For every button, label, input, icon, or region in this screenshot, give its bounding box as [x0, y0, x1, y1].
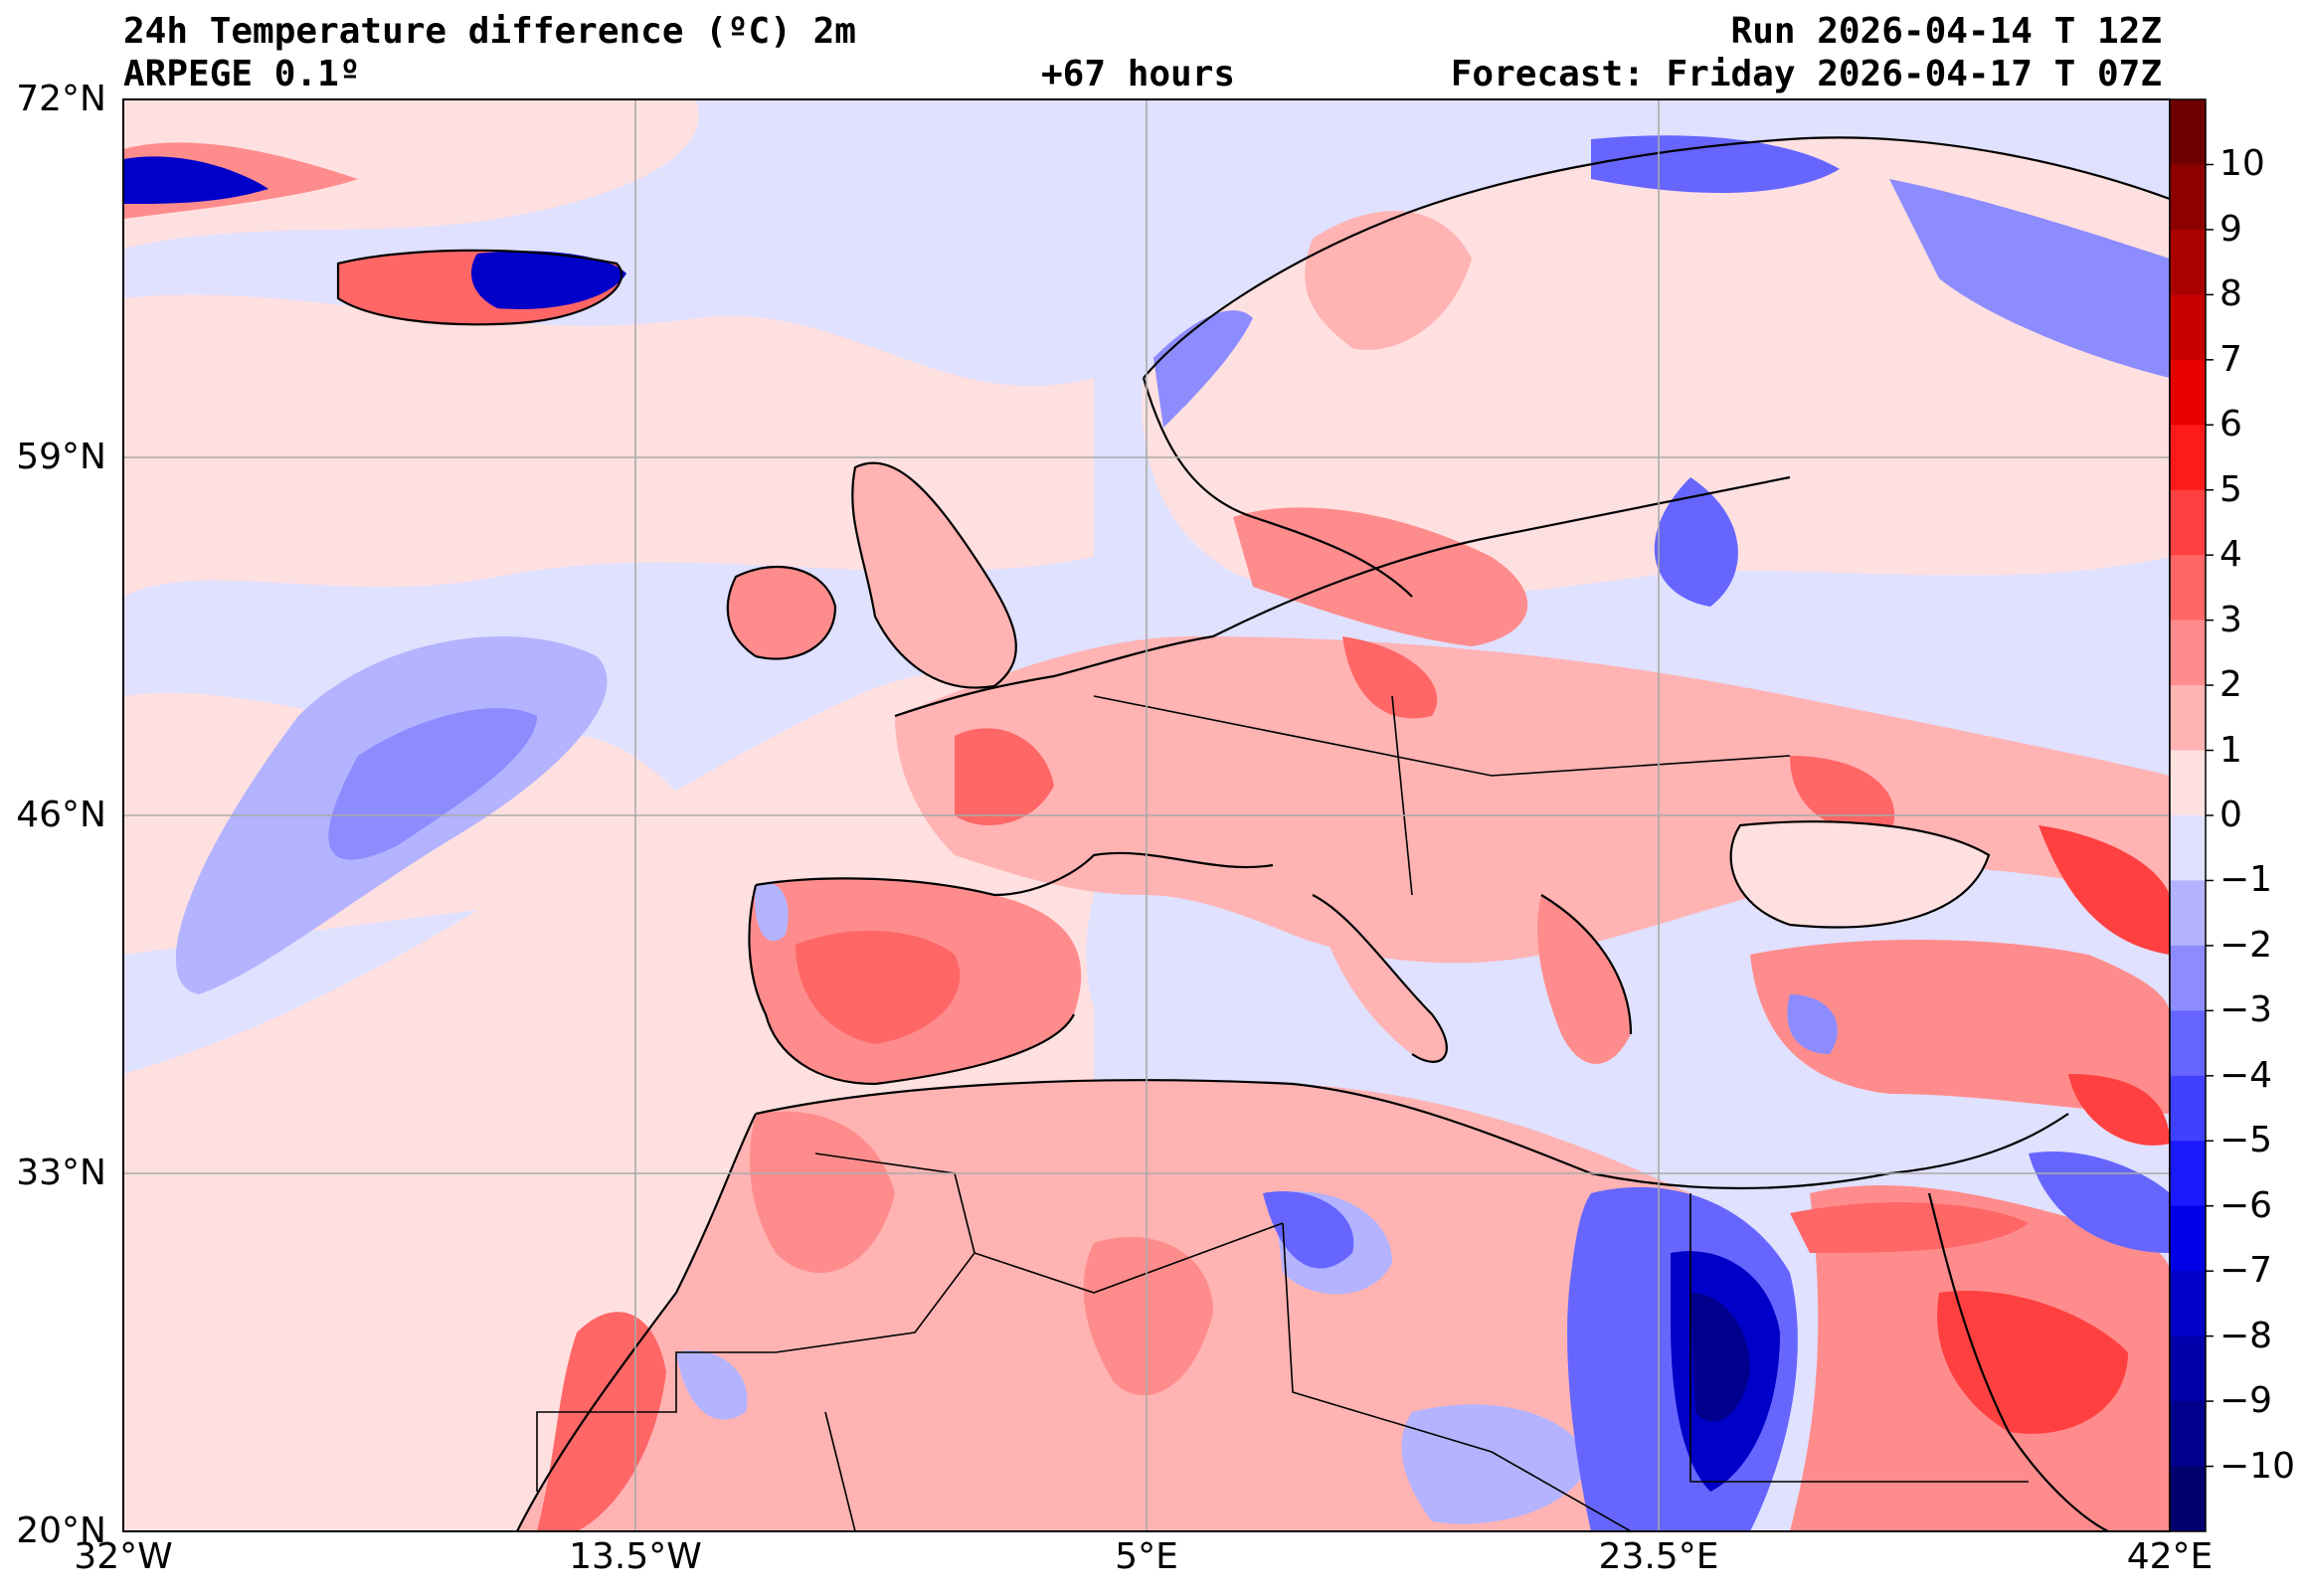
colorbar-segment [2170, 1466, 2206, 1532]
colorbar-label: 10 [2219, 143, 2265, 185]
colorbar-segment [2170, 1335, 2206, 1402]
run-time: Run 2026-04-14 T 12Z [1730, 11, 2162, 52]
warm-atlantic-mid [123, 294, 1094, 597]
lat-label: 46°N [16, 795, 106, 835]
colorbar-label: −2 [2219, 924, 2273, 966]
colorbar-label: −10 [2219, 1445, 2295, 1487]
colorbar-label: −4 [2219, 1054, 2273, 1096]
colorbar-segment [2170, 489, 2206, 556]
colorbar-label: 5 [2219, 468, 2242, 510]
black-sea [1730, 821, 1989, 928]
colorbar-segment [2170, 750, 2206, 816]
colorbar-segment [2170, 359, 2206, 426]
ireland [727, 567, 835, 659]
lon-label: 13.5°W [569, 1536, 702, 1577]
colorbar-segment [2170, 685, 2206, 752]
colorbar-segment [2170, 620, 2206, 686]
colorbar-label: −7 [2219, 1250, 2273, 1292]
colorbar-label: −9 [2219, 1380, 2273, 1422]
colorbar [2170, 99, 2214, 1532]
colorbar-label: −5 [2219, 1120, 2273, 1161]
colorbar-segment [2170, 99, 2206, 165]
borders [536, 695, 2029, 1531]
colorbar-label: −8 [2219, 1315, 2273, 1356]
coastlines [336, 136, 2170, 1531]
colorbar-frame [2169, 98, 2207, 1532]
gridlines [123, 99, 2170, 1531]
colorbar-segment [2170, 1205, 2206, 1272]
lat-label: 20°N [16, 1510, 106, 1551]
colorbar-segment [2170, 880, 2206, 947]
model-name: ARPEGE 0.1º [123, 54, 361, 94]
colorbar-segment [2170, 1271, 2206, 1337]
colorbar-label: 8 [2219, 273, 2242, 315]
colorbar-segment [2170, 164, 2206, 231]
colorbar-label: −1 [2219, 859, 2273, 901]
colorbar-label: 3 [2219, 599, 2242, 640]
colorbar-label: 4 [2219, 534, 2242, 576]
colorbar-segment [2170, 945, 2206, 1011]
colorbar-segment [2170, 815, 2206, 881]
lon-label: 5°E [1115, 1536, 1178, 1577]
forecast-time: Forecast: Friday 2026-04-17 T 07Z [1450, 54, 2162, 94]
colorbar-label: −6 [2219, 1184, 2273, 1226]
colorbar-label: 6 [2219, 404, 2242, 445]
lat-label: 59°N [16, 437, 106, 477]
colorbar-label: −3 [2219, 989, 2273, 1031]
lead-time: +67 hours [1041, 54, 1236, 94]
map-title: 24h Temperature difference (ºC) 2m [123, 11, 856, 52]
colorbar-label: 9 [2219, 208, 2242, 250]
lon-label: 23.5°E [1598, 1536, 1719, 1577]
turkey [1750, 940, 2170, 1114]
colorbar-segment [2170, 1075, 2206, 1142]
lat-label: 72°N [16, 79, 106, 119]
cold-greenland-edge [123, 156, 268, 204]
colorbar-label: 2 [2219, 664, 2242, 706]
western-sahara [537, 1312, 666, 1531]
colorbar-segment [2170, 1010, 2206, 1077]
colorbar-segment [2170, 555, 2206, 621]
lon-label: 42°E [2126, 1536, 2214, 1577]
lon-label: 32°W [74, 1536, 173, 1577]
mediterranean [1086, 895, 1810, 1184]
colorbar-segment [2170, 229, 2206, 295]
colorbar-segment [2170, 425, 2206, 491]
colorbar-label: 0 [2219, 795, 2242, 835]
colorbar-segment [2170, 1141, 2206, 1207]
colorbar-segment [2170, 1401, 2206, 1468]
lat-label: 33°N [16, 1153, 106, 1193]
colorbar-segment [2170, 294, 2206, 361]
colorbar-label: 7 [2219, 338, 2242, 380]
britain [852, 462, 1016, 688]
europe-land [895, 636, 2170, 964]
colorbar-label: 1 [2219, 729, 2242, 771]
